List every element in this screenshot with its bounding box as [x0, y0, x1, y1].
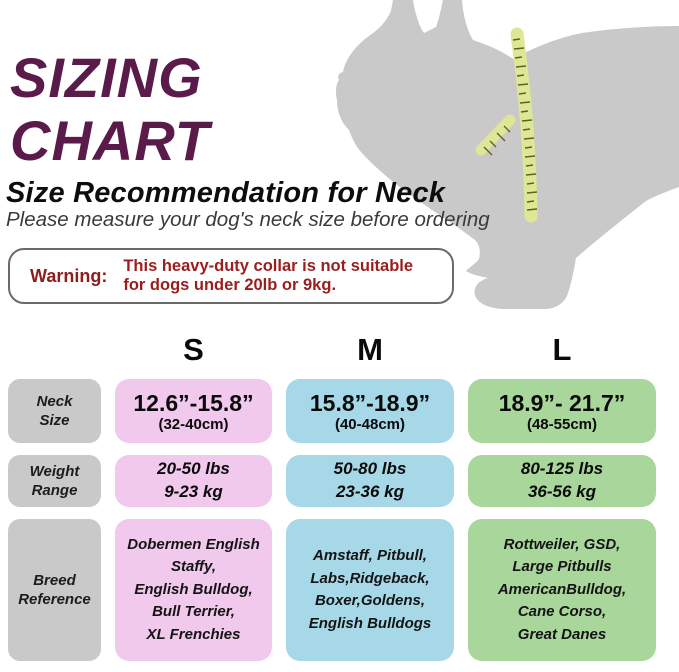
weight-range-cell-l: 80-125 lbs 36-56 kg	[468, 455, 656, 507]
row-label-breed-reference: Breed Reference	[8, 519, 101, 661]
page-title-line2: CHART	[10, 109, 210, 172]
dog-silhouette-image	[335, 0, 679, 309]
row-label-neck-size: Neck Size	[8, 379, 101, 443]
warning-label: Warning:	[30, 265, 108, 286]
breed-reference-cell-l: Rottweiler, GSD, Large Pitbulls American…	[468, 519, 656, 661]
size-table: S M L Neck Size 12.6”-15.8” (32-40cm) 15…	[8, 333, 666, 661]
measuring-tape-ticks	[483, 38, 538, 211]
neck-size-s-cm: (32-40cm)	[158, 415, 229, 433]
neck-size-m-cm: (40-48cm)	[334, 415, 406, 433]
neck-size-cell-m: 15.8”-18.9” (40-48cm)	[286, 379, 454, 443]
page-title-line1: SIZING	[10, 46, 203, 109]
weight-range-cell-s: 20-50 lbs 9-23 kg	[115, 455, 272, 507]
measuring-tape-graphic	[475, 27, 538, 223]
neck-size-s-value: 12.6”-15.8”	[133, 389, 254, 416]
warning-message: This heavy-duty collar is not suitable f…	[123, 257, 414, 294]
row-label-weight-range: Weight Range	[8, 455, 101, 507]
neck-size-l-value: 18.9”- 21.7”	[498, 389, 626, 416]
breed-reference-cell-s: Dobermen English Staffy, English Bulldog…	[115, 519, 272, 661]
column-header-m: M	[357, 332, 383, 367]
subtitle: Size Recommendation for Neck	[6, 177, 446, 209]
neck-size-m-value: 15.8”-18.9”	[309, 389, 431, 416]
breed-reference-cell-m: Amstaff, Pitbull, Labs,Ridgeback, Boxer,…	[286, 519, 454, 661]
page-title: SIZING CHART	[10, 46, 210, 172]
weight-range-cell-m: 50-80 lbs 23-36 kg	[286, 455, 454, 507]
column-header-s: S	[183, 332, 204, 367]
neck-size-cell-s: 12.6”-15.8” (32-40cm)	[115, 379, 272, 443]
column-header-l: L	[552, 332, 572, 367]
measure-instruction-text: Please measure your dog's neck size befo…	[6, 208, 490, 231]
neck-size-l-cm: (48-55cm)	[526, 415, 598, 433]
table-corner-spacer	[8, 333, 101, 367]
neck-size-cell-l: 18.9”- 21.7” (48-55cm)	[468, 379, 656, 443]
dog-body-silhouette	[335, 0, 679, 309]
warning-box: Warning: This heavy-duty collar is not s…	[8, 248, 454, 304]
measuring-tape-branch	[475, 114, 516, 156]
